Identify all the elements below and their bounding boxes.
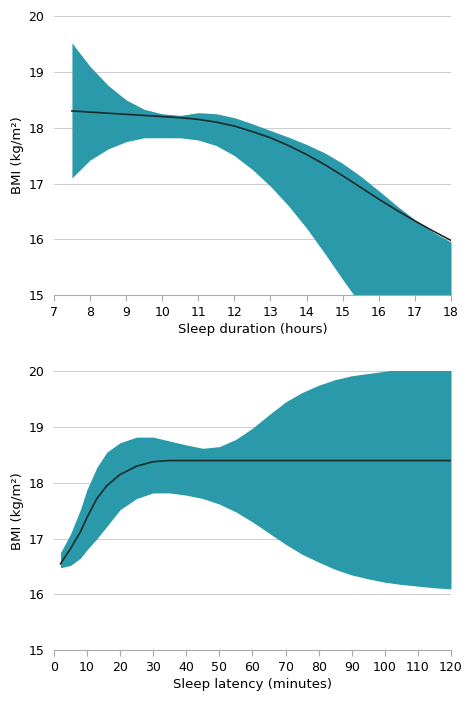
X-axis label: Sleep latency (minutes): Sleep latency (minutes)	[173, 678, 332, 691]
Y-axis label: BMI (kg/m²): BMI (kg/m²)	[11, 472, 24, 550]
X-axis label: Sleep duration (hours): Sleep duration (hours)	[178, 323, 327, 336]
Y-axis label: BMI (kg/m²): BMI (kg/m²)	[11, 117, 24, 194]
